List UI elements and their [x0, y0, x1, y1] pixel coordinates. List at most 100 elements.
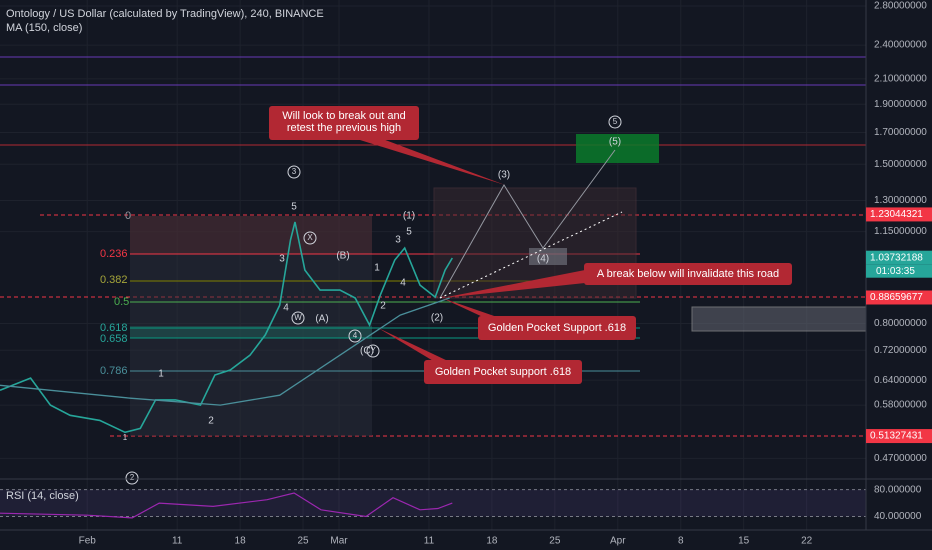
y-tick-label: 1.70000000 — [874, 127, 927, 138]
wave-label: 5 — [613, 117, 618, 126]
wave-label: 2 — [380, 301, 386, 312]
wave-label: 3 — [395, 235, 401, 246]
wave-label: (4) — [537, 254, 549, 265]
y-tick-label: 2.80000000 — [874, 1, 927, 12]
x-tick-label: 8 — [678, 536, 684, 547]
rsi-band — [0, 489, 866, 517]
wave-circle — [348, 329, 362, 343]
callout-text: Golden Pocket Support .618 — [488, 322, 626, 334]
y-tick-label: 0.80000000 — [874, 318, 927, 329]
fib-label: 0.618 — [100, 322, 128, 334]
price-label: 0.51327431 — [870, 431, 923, 442]
wave-label: (1) — [403, 211, 415, 222]
wave-label: (B) — [336, 251, 349, 262]
x-tick-label: Mar — [330, 536, 348, 547]
x-tick-label: 18 — [235, 536, 247, 547]
wave-label: X — [307, 233, 313, 242]
x-tick-label: Feb — [79, 536, 97, 547]
price-line — [0, 221, 453, 434]
y-tick-label: 0.64000000 — [874, 375, 927, 386]
projection-dotted — [439, 211, 623, 299]
chart-title: Ontology / US Dollar (calculated by Trad… — [6, 8, 324, 20]
fib-zone — [130, 326, 372, 338]
fib-label: 0.382 — [100, 274, 128, 286]
wave-label: (2) — [431, 313, 443, 324]
wave-circle — [366, 344, 380, 358]
plot — [0, 221, 866, 519]
wave-label: 5 — [406, 227, 412, 238]
fib-label: 0.786 — [100, 365, 128, 377]
wave-circle — [125, 471, 139, 485]
wave-label: 5 — [291, 202, 297, 213]
wave-label: 2 — [208, 416, 214, 427]
wave-label: 3 — [292, 167, 297, 176]
target-box — [576, 134, 659, 163]
wave-circle — [303, 231, 317, 245]
callout-box — [424, 360, 582, 384]
callout-box — [478, 316, 636, 340]
callout-text: Golden Pocket support .618 — [435, 366, 571, 378]
x-tick-label: 18 — [486, 536, 498, 547]
x-tick-label: 22 — [801, 536, 813, 547]
countdown: 01:03:35 — [876, 266, 915, 277]
wave-label: 4 — [400, 278, 406, 289]
y-tick-label: 0.47000000 — [874, 453, 927, 464]
wave-label: 1 — [374, 263, 380, 274]
y-tick-label: 1.15000000 — [874, 226, 927, 237]
x-tick-label: 15 — [738, 536, 750, 547]
price-label-box — [866, 207, 932, 222]
price-label: 1.23044321 — [870, 209, 923, 220]
x-tick-label: 25 — [297, 536, 309, 547]
wave-circle — [608, 115, 622, 129]
fib-label: 0 — [125, 210, 131, 222]
wave-label: 2 — [130, 473, 135, 482]
x-tick-label: 11 — [424, 536, 435, 547]
fib-label: 0.658 — [100, 333, 128, 345]
callout-box — [584, 263, 792, 285]
y-tick-label: 2.40000000 — [874, 40, 927, 51]
axes: 2.80000000 2.40000000 2.10000000 1.90000000… — [79, 1, 932, 547]
y-tick-label: 1.50000000 — [874, 159, 927, 170]
price-label-box — [866, 290, 932, 305]
callout-pointer — [442, 298, 500, 318]
wave-label: 3 — [279, 254, 285, 265]
price-label-box — [866, 429, 932, 444]
callout-pointer — [360, 138, 505, 185]
price-label: 0.88659677 — [870, 292, 923, 303]
projection-path — [439, 149, 616, 299]
y-tick-label: 2.10000000 — [874, 74, 927, 85]
callout-text: retest the previous high — [287, 122, 401, 134]
wave-label: (3) — [498, 170, 510, 181]
ma-line — [0, 297, 450, 406]
price-label: 1.03732188 — [870, 252, 923, 263]
y-tick-label: 1.90000000 — [874, 99, 927, 110]
price-label-box — [866, 250, 932, 265]
callout-box — [269, 106, 419, 140]
fib-label: 0.5 — [114, 296, 129, 308]
callout-text: Will look to break out and — [282, 110, 406, 122]
wave-circle — [291, 311, 305, 325]
callout-text: A break below will invalidate this road — [597, 268, 779, 280]
fib-label: 0.236 — [100, 248, 128, 260]
x-tick-label: Apr — [610, 536, 626, 547]
y-tick-label: 0.72000000 — [874, 345, 927, 356]
rsi-title: RSI (14, close) — [6, 490, 79, 502]
wave-label: Y — [370, 346, 376, 355]
fib-zone — [130, 216, 372, 254]
zone-box — [691, 306, 867, 332]
rsi-tick-label: 80.000000 — [874, 484, 922, 495]
wave-label: 4 — [353, 331, 358, 340]
wave-label: 4 — [283, 303, 289, 314]
wave-label: (A) — [315, 314, 328, 325]
wave-circle — [287, 165, 301, 179]
wave-label: 1 — [158, 369, 164, 380]
y-tick-label: 0.58000000 — [874, 400, 927, 411]
wave-label: W — [294, 313, 302, 322]
indicator-title: MA (150, close) — [6, 22, 82, 34]
wave-label: (5) — [609, 137, 621, 148]
rsi-line — [0, 492, 453, 519]
x-tick-label: 25 — [549, 536, 561, 547]
rsi-tick-label: 40.000000 — [874, 511, 922, 522]
wave-label: 1 — [123, 433, 128, 442]
